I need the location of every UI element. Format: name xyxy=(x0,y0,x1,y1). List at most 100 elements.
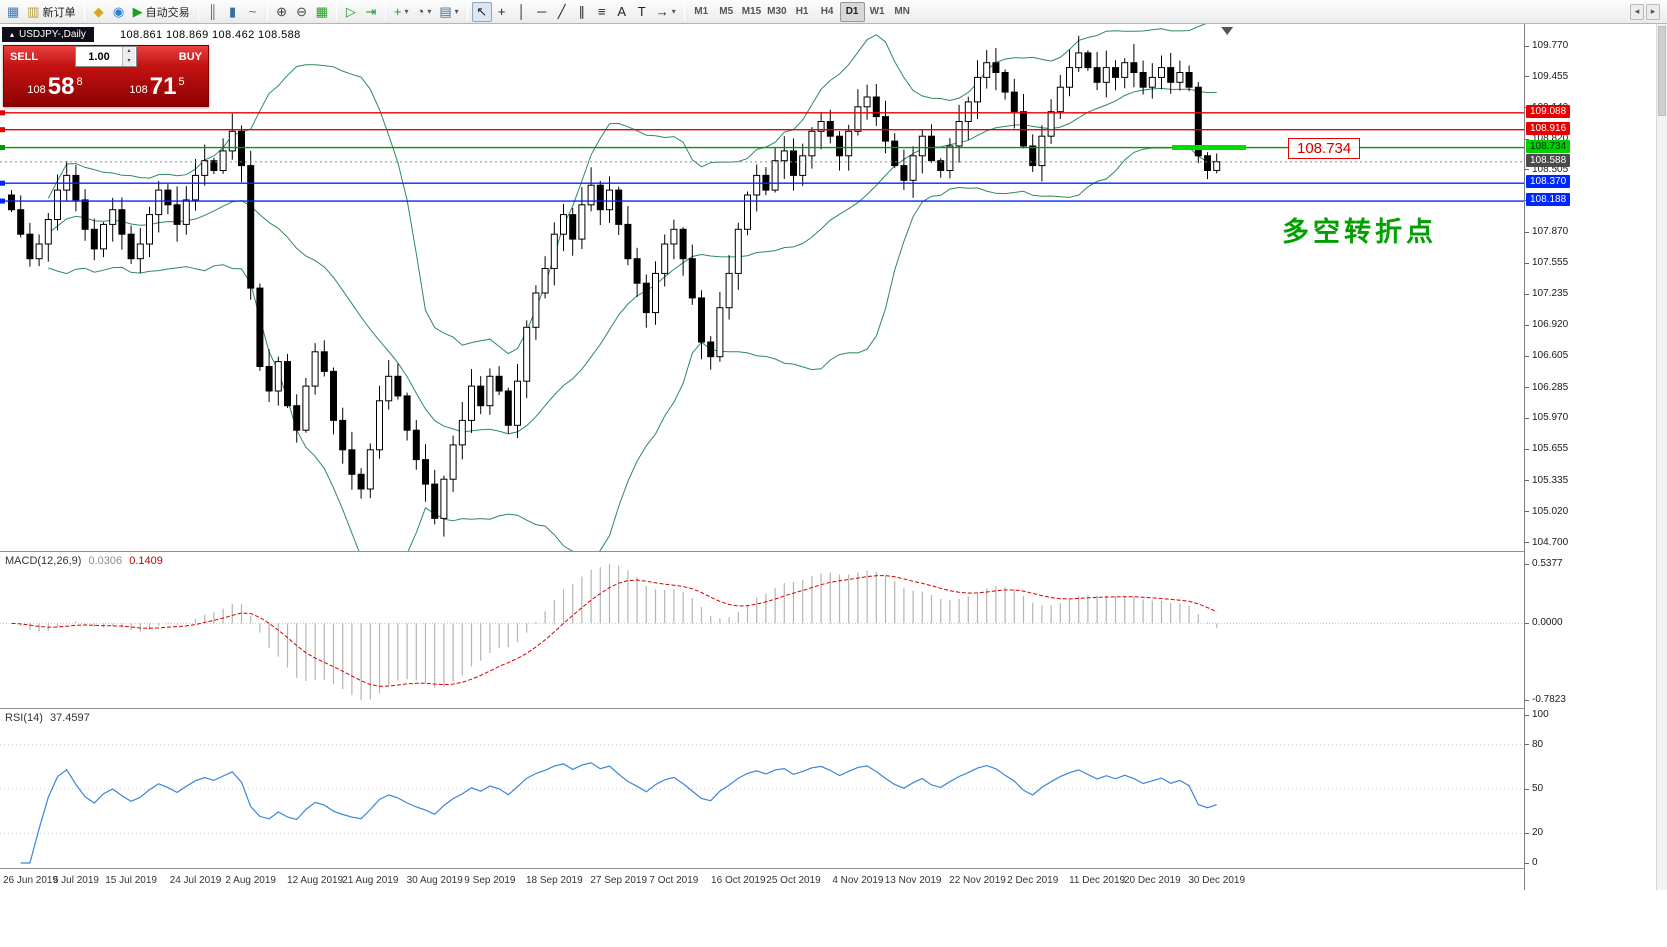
crosshair-button[interactable]: + xyxy=(492,2,512,22)
new-order-label: 新订单 xyxy=(42,6,76,19)
tf-m1-button[interactable]: M1 xyxy=(689,2,714,22)
tf-m15-button[interactable]: M15 xyxy=(739,2,764,22)
annotation-text[interactable]: 多空转折点 xyxy=(1282,217,1437,247)
price-axis-label: 107.870 xyxy=(1524,226,1569,238)
date-axis-label: 27 Sep 2019 xyxy=(590,875,648,886)
sell-button[interactable]: SELL xyxy=(4,46,75,67)
templates-icon: ▤ xyxy=(439,4,452,19)
date-axis-label: 18 Sep 2019 xyxy=(525,875,583,886)
price-line-tag: 108.188 xyxy=(1526,193,1571,207)
price-axis-label: 105.020 xyxy=(1524,505,1569,517)
date-axis-label: 26 Jun 2019 xyxy=(3,875,59,886)
toolbar-prev-button[interactable]: ◂ xyxy=(1630,3,1644,20)
volume-down-button[interactable]: ▾ xyxy=(123,56,135,66)
horizontal-line-button[interactable]: ─ xyxy=(532,2,552,22)
toolbar-overflow: ◂ ▸ xyxy=(1630,3,1664,20)
equidistant-channel-icon: ∥ xyxy=(578,4,585,19)
indicators-button[interactable]: + ▾ xyxy=(390,2,413,22)
toolbar-next-button[interactable]: ▸ xyxy=(1646,3,1660,20)
chart-bars-button[interactable]: ║ xyxy=(203,2,223,22)
templates-caret-icon: ▾ xyxy=(454,7,459,16)
price-axis-label: 108.505 xyxy=(1524,163,1569,175)
ohlc-values: 108.861 108.869 108.462 108.588 xyxy=(120,29,301,41)
price-line-tag: 109.088 xyxy=(1526,104,1571,118)
zoom-in-button[interactable]: ⊕ xyxy=(272,2,292,22)
fibonacci-button[interactable]: ≡ xyxy=(592,2,612,22)
autotrading-button[interactable]: ▶ 自动交易 xyxy=(129,2,194,22)
tf-d1-label: D1 xyxy=(845,6,859,17)
text-label-button[interactable]: T xyxy=(632,2,652,22)
zoom-in-icon: ⊕ xyxy=(276,4,288,19)
crosshair-icon: + xyxy=(497,4,506,19)
price-callout[interactable]: 108.734 xyxy=(1288,138,1361,159)
date-axis-label: 11 Dec 2019 xyxy=(1069,875,1126,886)
equidistant-channel-button[interactable]: ∥ xyxy=(572,2,592,22)
tile-windows-button[interactable]: ▦ xyxy=(312,2,332,22)
one-click-trading-panel: SELL ▴ ▾ BUY 108 58 8 108 xyxy=(3,45,209,107)
candlestick-chart[interactable] xyxy=(0,24,1524,551)
tf-w1-button[interactable]: W1 xyxy=(865,2,890,22)
macd-axis-label: -0.7823 xyxy=(1525,694,1566,705)
chart-tab[interactable]: ▴ USDJPY-,Daily xyxy=(2,27,94,42)
tf-h1-button[interactable]: H1 xyxy=(790,2,815,22)
text-button[interactable]: A xyxy=(612,2,632,22)
tf-m30-button[interactable]: M30 xyxy=(764,2,789,22)
buy-button[interactable]: BUY xyxy=(137,46,208,67)
rsi-axis-label: 0 xyxy=(1525,857,1538,868)
scrollbar-thumb[interactable] xyxy=(1658,26,1666,116)
rsi-axis-label: 20 xyxy=(1524,827,1544,839)
chart-candles-icon: ▮ xyxy=(229,4,237,19)
rsi-pane[interactable] xyxy=(0,708,1524,868)
toolbar-separator xyxy=(384,2,386,21)
tf-h4-button[interactable]: H4 xyxy=(815,2,840,22)
tf-d1-button[interactable]: D1 xyxy=(839,1,865,22)
date-axis-label: 21 Aug 2019 xyxy=(342,875,399,886)
arrows-button[interactable]: → ▾ xyxy=(652,2,680,22)
trendline-button[interactable]: ╱ xyxy=(552,2,572,22)
new-order-icon: ▥ xyxy=(27,4,40,19)
toolbar-separator xyxy=(266,2,268,21)
rsi-value: 37.4597 xyxy=(49,712,90,724)
volume-up-button[interactable]: ▴ xyxy=(123,47,135,57)
tf-m30-label: M30 xyxy=(767,6,787,17)
tf-mn-button[interactable]: MN xyxy=(890,2,915,22)
zoom-out-button[interactable]: ⊖ xyxy=(292,2,312,22)
date-axis-label: 24 Jul 2019 xyxy=(169,875,222,886)
auto-scroll-icon: ▷ xyxy=(345,4,356,19)
cursor-button[interactable]: ↖ xyxy=(471,1,492,22)
vertical-line-icon: │ xyxy=(517,4,526,19)
tf-m5-button[interactable]: M5 xyxy=(714,2,739,22)
text-label-icon: T xyxy=(637,4,646,19)
cursor-icon: ↖ xyxy=(476,4,488,19)
volume-input[interactable] xyxy=(76,47,122,66)
metaeditor-button[interactable]: ◆ xyxy=(89,2,109,22)
trendline-icon: ╱ xyxy=(557,4,566,19)
templates-button[interactable]: ▤ ▾ xyxy=(435,2,462,22)
auto-scroll-button[interactable]: ▷ xyxy=(341,2,361,22)
toolbar-separator xyxy=(683,2,685,21)
periods-button[interactable]: ◔ ▾ xyxy=(413,2,436,22)
chart-bars-icon: ║ xyxy=(207,4,218,19)
new-chart-button[interactable]: ▦ xyxy=(3,2,23,22)
new-order-button[interactable]: ▥ 新订单 xyxy=(23,2,79,22)
periods-caret-icon: ▾ xyxy=(427,7,432,16)
price-axis-label: 108.820 xyxy=(1524,133,1569,145)
date-axis-label: 5 Jul 2019 xyxy=(52,875,99,886)
buy-price-button[interactable]: 108 71 5 xyxy=(106,67,208,106)
vertical-scrollbar[interactable] xyxy=(1656,24,1667,890)
rsi-axis-label: 100 xyxy=(1525,709,1549,720)
collapse-icon: ▴ xyxy=(10,29,15,39)
chart-window: 26 Jun 2019 5 Jul 2019 15 Jul 2019 24 Jul 2… xyxy=(0,24,1667,947)
market-button[interactable]: ◉ xyxy=(109,2,129,22)
price-axis-label: 106.605 xyxy=(1524,350,1569,362)
chart-line-button[interactable]: ~ xyxy=(243,2,263,22)
rsi-axis-label: 50 xyxy=(1524,783,1544,794)
chart-shift-button[interactable]: ⇥ xyxy=(361,2,381,22)
sell-price-button[interactable]: 108 58 8 xyxy=(4,67,106,106)
horizontal-line-icon: ─ xyxy=(537,4,547,19)
vertical-line-button[interactable]: │ xyxy=(512,2,532,22)
chart-candles-button[interactable]: ▮ xyxy=(223,2,243,22)
macd-pane[interactable] xyxy=(0,551,1524,708)
price-axis-label: 109.770 xyxy=(1524,40,1569,51)
macd-main-value: 0.0306 xyxy=(88,555,123,567)
